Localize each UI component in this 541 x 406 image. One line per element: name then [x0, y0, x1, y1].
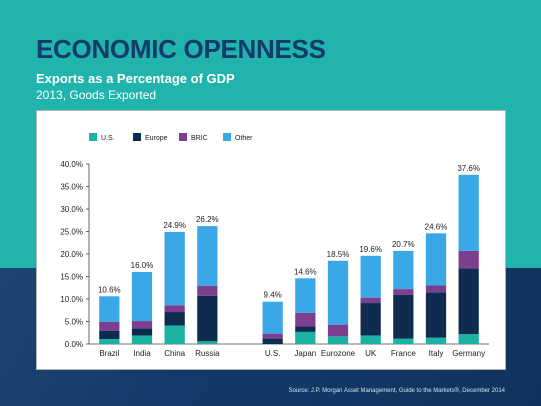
- legend-swatch-other: [223, 133, 231, 141]
- bar-segment-europe: [393, 294, 414, 339]
- bar-total-label: 16.0%: [131, 261, 154, 270]
- y-tick-label: 35.0%: [60, 183, 83, 192]
- bar-segment-us: [393, 338, 414, 344]
- bar-segment-us: [164, 325, 185, 344]
- bar-segment-other: [393, 250, 414, 290]
- x-category-label: Brazil: [99, 349, 119, 358]
- bar-segment-us: [425, 337, 447, 344]
- bar-segment-other: [99, 296, 120, 322]
- bar-total-label: 24.9%: [163, 221, 186, 230]
- y-tick-label: 10.0%: [60, 295, 83, 304]
- x-category-label: U.S.: [265, 349, 281, 358]
- bar-segment-europe: [425, 292, 447, 338]
- chart-subtitle: Exports as a Percentage of GDP: [36, 71, 235, 86]
- bar-total-label: 37.6%: [457, 164, 480, 173]
- y-tick-label: 40.0%: [60, 160, 83, 169]
- bar-segment-europe: [164, 312, 185, 326]
- bar-segment-other: [425, 233, 447, 286]
- x-category-label: Russia: [195, 349, 220, 358]
- bar-segment-other: [164, 231, 185, 306]
- bar-segment-bric: [360, 297, 381, 304]
- bar-segment-europe: [360, 303, 381, 336]
- legend-swatch-europe: [133, 133, 141, 141]
- source-footnote: Source: J.P. Morgan Asset Management, Gu…: [288, 388, 505, 394]
- bar-segment-bric: [99, 321, 120, 331]
- bar-segment-us: [327, 336, 349, 344]
- bar-segment-other: [262, 301, 283, 334]
- bar-segment-europe: [99, 330, 120, 340]
- bar-total-label: 9.4%: [264, 291, 282, 300]
- y-tick-label: 25.0%: [60, 228, 83, 237]
- legend-label-other: Other: [235, 135, 253, 142]
- legend-swatch-bric: [179, 133, 187, 141]
- x-category-label: UK: [365, 349, 377, 358]
- bar-segment-europe: [458, 268, 479, 335]
- x-category-label: France: [391, 349, 416, 358]
- bar-segment-bric: [164, 305, 185, 313]
- bar-total-label: 14.6%: [294, 267, 317, 276]
- y-tick-label: 0.0%: [65, 340, 83, 349]
- x-category-label: Italy: [429, 349, 444, 358]
- chart-panel: U.S. Europe BRIC Other 0.0% 5.0% 10.0% 15.0% 20.…: [36, 110, 506, 370]
- y-tick-label: 20.0%: [60, 250, 83, 259]
- bar-segment-bric: [393, 289, 414, 295]
- x-category-label: China: [164, 349, 185, 358]
- bar-segment-bric: [131, 321, 153, 329]
- chart-subtitle-year: 2013, Goods Exported: [36, 88, 157, 102]
- bar-total-label: 10.6%: [98, 285, 121, 294]
- x-category-label: Germany: [452, 349, 485, 358]
- y-tick-label: 5.0%: [65, 318, 83, 327]
- x-category-label: India: [133, 349, 151, 358]
- bar-segment-other: [458, 174, 479, 251]
- y-tick-label: 30.0%: [60, 205, 83, 214]
- legend-label-bric: BRIC: [191, 135, 208, 142]
- bar-segment-bric: [327, 324, 349, 337]
- bar-segment-europe: [131, 328, 153, 336]
- bar-segment-other: [327, 260, 349, 325]
- bar-segment-other: [295, 278, 316, 313]
- legend-label-us: U.S.: [101, 135, 115, 142]
- bar-total-label: 26.2%: [196, 215, 219, 224]
- x-category-label: Japan: [294, 349, 316, 358]
- bar-segment-other: [197, 226, 218, 286]
- bar-segment-us: [458, 334, 479, 344]
- bar-segment-europe: [262, 338, 283, 344]
- bar-segment-europe: [197, 295, 218, 342]
- legend-label-europe: Europe: [145, 135, 168, 142]
- bar-total-label: 19.6%: [359, 245, 382, 254]
- bar-segment-bric: [262, 333, 283, 339]
- bar-segment-us: [295, 331, 316, 344]
- bar-segment-europe: [295, 326, 316, 332]
- bar-segment-other: [360, 255, 381, 298]
- legend-swatch-us: [89, 133, 97, 141]
- bar-total-label: 24.6%: [425, 222, 448, 231]
- bar-segment-bric: [295, 312, 316, 327]
- bar-segment-us: [197, 341, 218, 344]
- stacked-bar-chart: U.S. Europe BRIC Other 0.0% 5.0% 10.0% 15.0% 20.…: [60, 133, 489, 358]
- y-tick-label: 15.0%: [60, 273, 83, 282]
- bar-segment-us: [360, 335, 381, 344]
- bar-total-label: 18.5%: [327, 250, 350, 259]
- x-category-label: Eurozone: [321, 349, 356, 358]
- bar-segment-us: [99, 339, 120, 344]
- bar-segment-us: [131, 335, 153, 344]
- bar-segment-bric: [425, 285, 447, 293]
- bar-segment-bric: [458, 250, 479, 269]
- bar-segment-other: [131, 272, 153, 322]
- bar-segment-bric: [197, 285, 218, 296]
- bar-total-label: 20.7%: [392, 240, 415, 249]
- page-title: ECONOMIC OPENNESS: [36, 34, 326, 64]
